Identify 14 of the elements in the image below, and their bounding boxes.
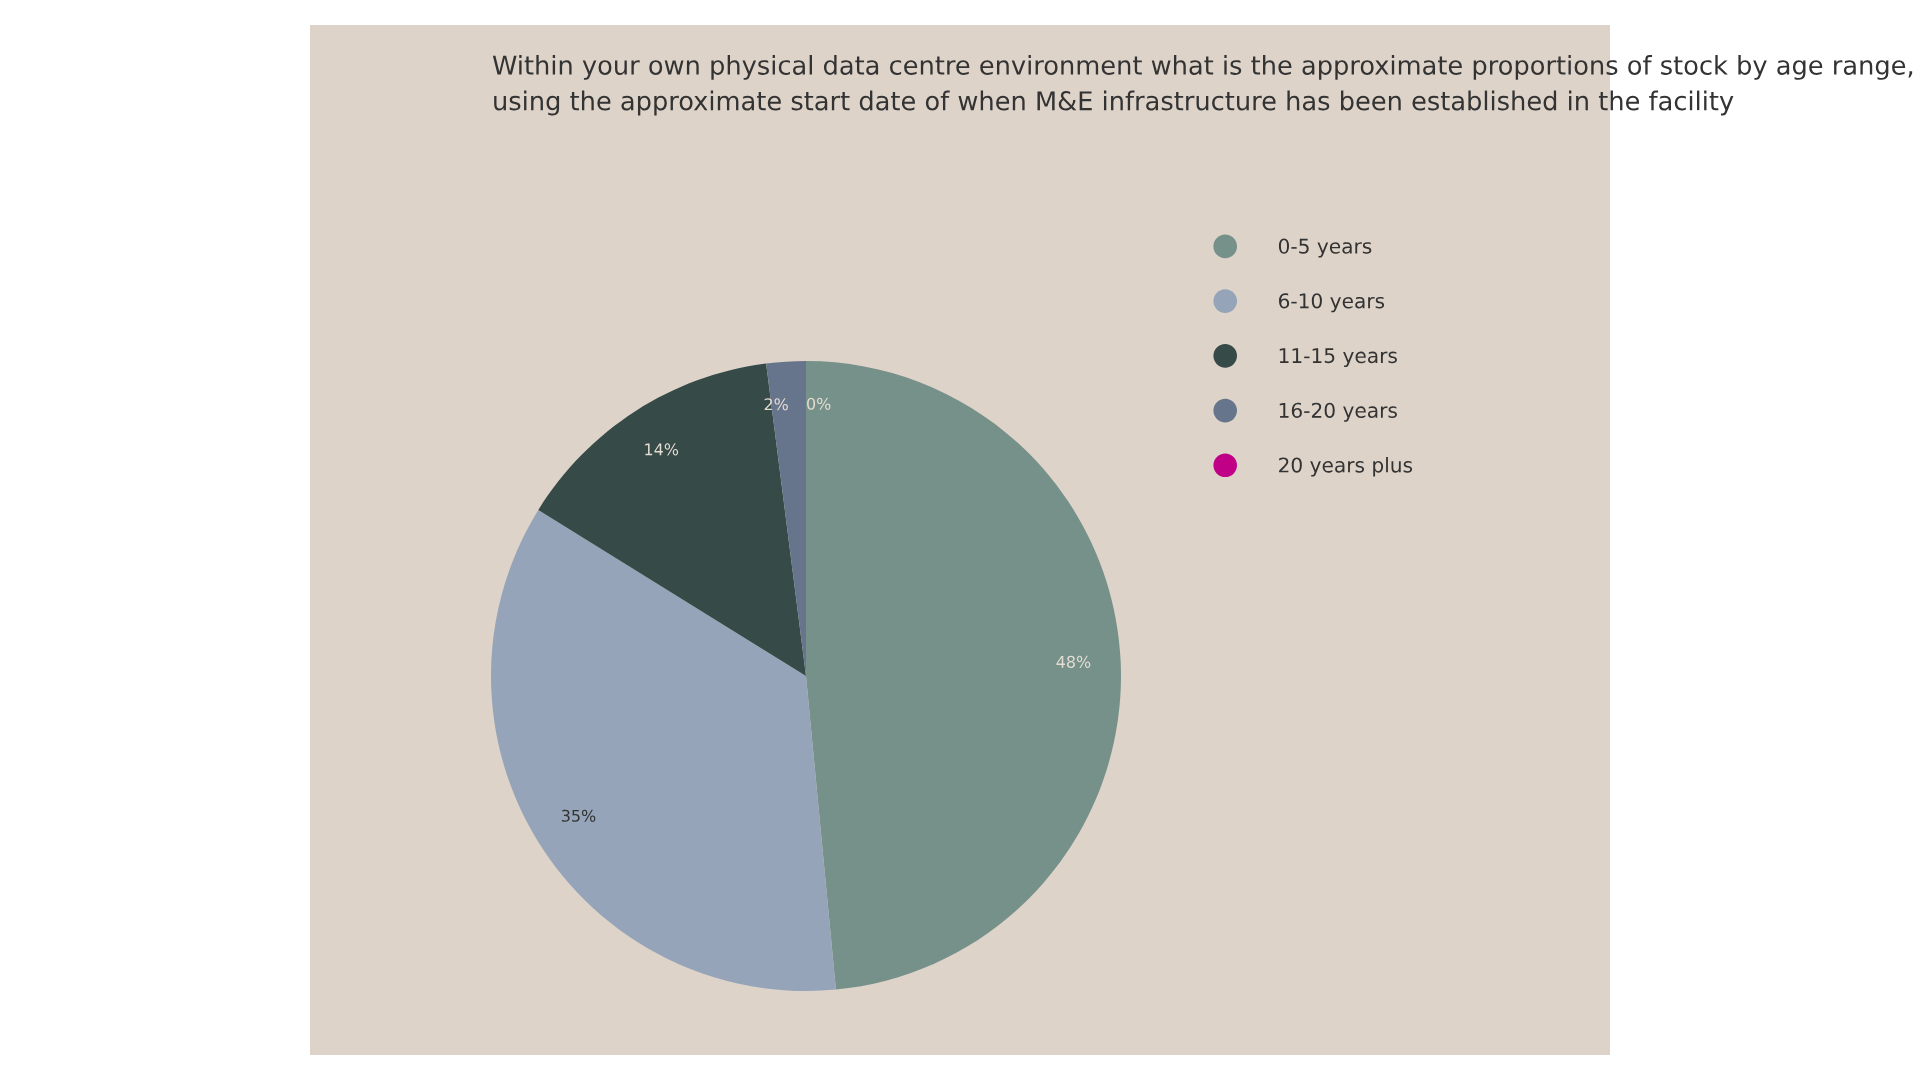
- text: 0%: [807, 397, 831, 410]
- pie-slice: [806, 361, 1121, 990]
- legend-label: 20 years plus: [1279, 457, 1413, 477]
- legend-label: 0-5 years: [1278, 238, 1372, 258]
- chart-title: Within your own physical data centre environment what is the approximate proportions of stock by age range, using the approximate start date of when M&E infrastructure has been established in the facility: [492, 55, 1913, 116]
- pie-slice: [491, 509, 836, 991]
- data-label: 2%: [764, 398, 788, 411]
- legend-label: 11-15 years: [1279, 348, 1397, 368]
- data-label: 35%: [561, 809, 596, 822]
- data-label: 14%: [645, 443, 679, 456]
- data-label: 48%: [1056, 655, 1091, 668]
- legend-label: 6-10 years: [1278, 293, 1385, 313]
- pie-slice: [538, 363, 806, 676]
- legend-label: 16-20 years: [1279, 402, 1397, 422]
